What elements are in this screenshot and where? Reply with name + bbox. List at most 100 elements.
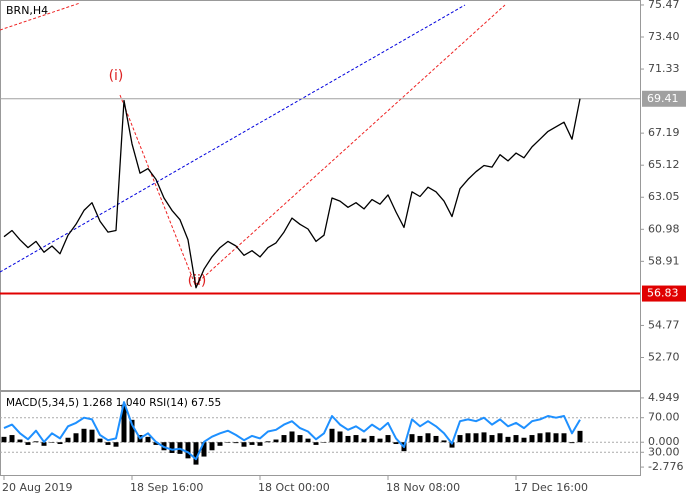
histogram-bar [337, 431, 343, 443]
histogram-bar [257, 442, 263, 446]
histogram-bar [57, 442, 63, 445]
wave-line [119, 94, 197, 288]
histogram-bar [265, 441, 271, 443]
histogram-bar [25, 442, 31, 445]
histogram-bar [481, 432, 487, 443]
histogram-bar [97, 438, 103, 443]
y-tick-label: 52.70 [648, 350, 680, 363]
symbol-title: BRN,H4 [6, 4, 48, 17]
histogram-bar [529, 435, 535, 443]
indicator-panel [0, 391, 641, 476]
histogram-bar [561, 433, 567, 443]
x-tick-label: 18 Nov 08:00 [386, 481, 460, 494]
histogram-bar [409, 434, 415, 443]
histogram-bar [81, 428, 87, 443]
histogram-bar [329, 428, 335, 443]
y-tick-label: 70.00 [648, 411, 680, 424]
histogram-bar [113, 442, 119, 447]
x-tick-label: 20 Aug 2019 [2, 481, 72, 494]
trend-line [0, 4, 466, 273]
x-tick-label: 18 Oct 00:00 [258, 481, 330, 494]
histogram-bar [65, 437, 71, 443]
histogram-bar [505, 436, 511, 443]
histogram-bar [281, 435, 287, 443]
histogram-bar [193, 442, 199, 465]
histogram-bar [249, 442, 255, 445]
histogram-bar [449, 442, 455, 448]
histogram-bar [129, 419, 135, 443]
histogram-bar [1, 436, 7, 443]
histogram-bar [321, 442, 327, 443]
histogram-bar [577, 430, 583, 443]
histogram-bar [513, 435, 519, 443]
histogram-bar [201, 442, 207, 457]
y-tick-label: 73.40 [648, 30, 680, 43]
histogram-bar [121, 404, 127, 443]
current-price-box [642, 90, 686, 107]
histogram-bar [393, 442, 399, 445]
histogram-bar [369, 435, 375, 443]
y-tick-label: 63.05 [648, 190, 680, 203]
histogram-bar [41, 442, 47, 446]
histogram-bar [353, 435, 359, 443]
histogram-bar [521, 437, 527, 443]
histogram-bar [241, 442, 247, 447]
histogram-bar [169, 442, 175, 453]
indicator-plot [1, 401, 583, 465]
price-plot [0, 98, 640, 295]
histogram-bar [145, 436, 151, 443]
price-panel [0, 0, 641, 391]
histogram-bar [233, 442, 239, 444]
histogram-bar [489, 435, 495, 443]
histogram-bar [537, 433, 543, 443]
y-tick-label: 30.00 [648, 445, 680, 458]
histogram-bar [385, 435, 391, 443]
histogram-bar [105, 442, 111, 445]
y-tick-label: 60.98 [648, 222, 680, 235]
histogram-bar [425, 433, 431, 443]
histogram-bar [377, 438, 383, 443]
support-level-box [642, 285, 686, 302]
histogram-bar [225, 442, 231, 443]
histogram-bar [17, 439, 23, 443]
y-tick-label: 67.19 [648, 126, 680, 139]
current-price-label: 69.41 [647, 92, 679, 105]
y-tick-label: -2.776 [648, 460, 683, 473]
y-tick-label: 54.77 [648, 318, 680, 331]
histogram-bar [433, 435, 439, 443]
histogram-bar [473, 433, 479, 443]
y-tick-label: 65.12 [648, 158, 680, 171]
y-tick-label: 0.000 [648, 435, 680, 448]
wave-label: (i) [109, 68, 124, 84]
wave-label: (ii) [188, 273, 207, 289]
histogram-bar [9, 435, 15, 443]
histogram-bar [73, 433, 79, 443]
series-line [3, 98, 581, 289]
histogram-bar [313, 442, 319, 445]
trend-line [0, 2, 81, 31]
y-tick-label: 75.47 [648, 0, 680, 11]
histogram-bar [417, 435, 423, 443]
histogram-bar [185, 442, 191, 459]
y-tick-label: 71.33 [648, 62, 680, 75]
histogram-bar [217, 442, 223, 446]
series-line [3, 401, 581, 461]
histogram-bar [209, 442, 215, 451]
histogram-bar [361, 438, 367, 443]
x-tick-label: 18 Sep 16:00 [130, 481, 203, 494]
histogram-bar [89, 429, 95, 443]
histogram-bar [465, 433, 471, 443]
histogram-bar [33, 441, 39, 443]
histogram-bar [545, 432, 551, 443]
histogram-bar [457, 435, 463, 443]
indicator-title: MACD(5,34,5) 1.268 1.040 RSI(14) 67.55 [6, 397, 221, 409]
y-tick-label: 58.91 [648, 254, 680, 267]
histogram-bar [345, 435, 351, 443]
trend-line [194, 4, 506, 286]
histogram-bar [441, 440, 447, 443]
y-tick-label: 4.949 [648, 391, 680, 404]
histogram-bar [569, 442, 575, 444]
trend-lines [0, 2, 506, 288]
histogram-bar [273, 439, 279, 443]
